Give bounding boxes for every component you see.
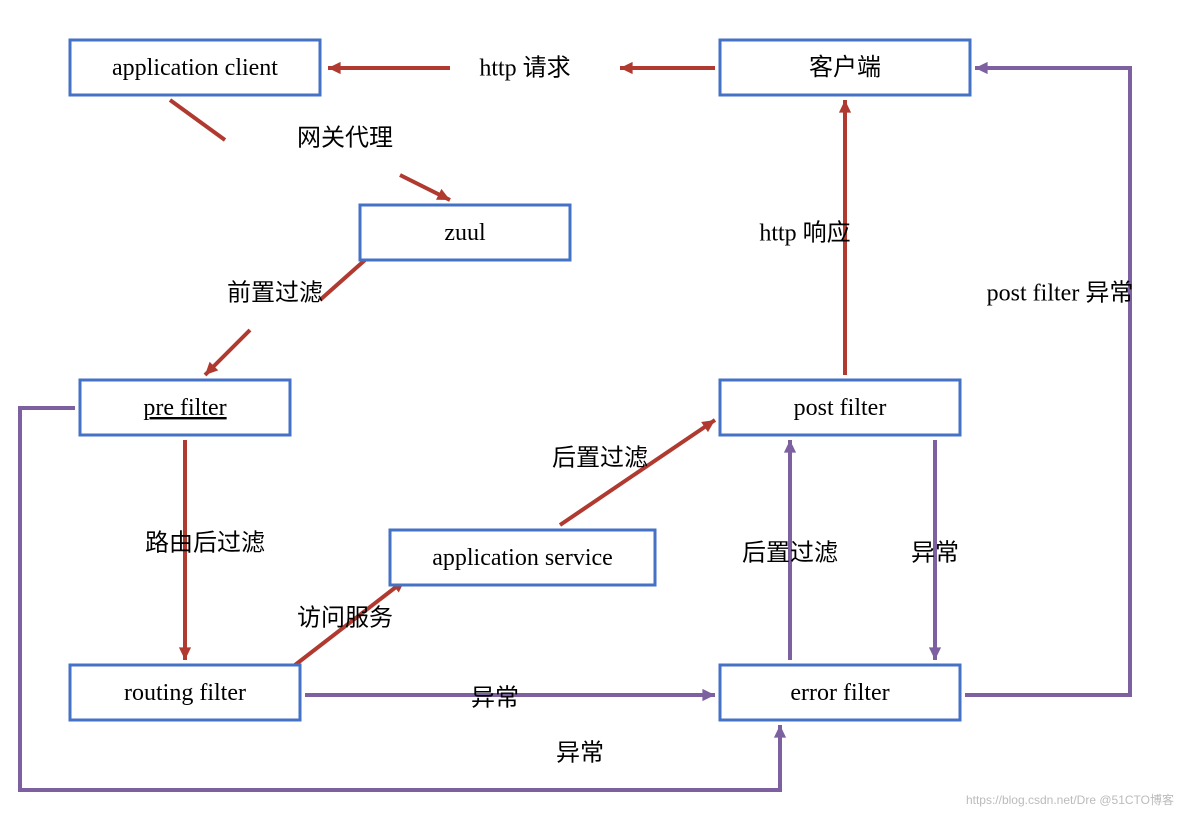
label-http_req: http 请求: [479, 55, 570, 82]
label-post_filter2: 后置过滤: [742, 540, 838, 567]
edge-error-right-up: [965, 68, 1130, 695]
node-label-zuul: zuul: [444, 220, 486, 246]
edge-prefilter-left-down: [20, 408, 780, 790]
node-label-app_service: application service: [432, 545, 613, 571]
label-exception3: 异常: [556, 740, 604, 767]
node-label-app_client: application client: [112, 55, 278, 81]
node-label-routing: routing filter: [124, 680, 246, 706]
label-gateway_proxy: 网关代理: [297, 125, 393, 152]
arrow-head-icon: [839, 100, 851, 113]
label-post_filter_lbl: 后置过滤: [552, 445, 648, 472]
node-label-post_filter: post filter: [794, 395, 887, 421]
label-visit_service: 访问服务: [297, 605, 393, 632]
edge-service-to-post: [560, 420, 715, 525]
label-exception2: 异常: [471, 685, 519, 712]
arrow-head-icon: [784, 440, 796, 453]
node-label-error_filter: error filter: [790, 680, 889, 706]
node-label-pre_filter: pre filter: [143, 395, 226, 421]
watermark: https://blog.csdn.net/Dre @51CTO博客: [966, 791, 1174, 808]
edge-appclient-to-zuul1: [170, 100, 225, 140]
edge-zuul-to-pre1: [320, 260, 365, 300]
arrow-head-icon: [774, 725, 786, 738]
label-exception1: 异常: [911, 540, 959, 567]
label-pre_filter_lbl: 前置过滤: [227, 280, 323, 307]
label-route_after: 路由后过滤: [145, 530, 265, 557]
arrow-head-icon: [328, 62, 341, 74]
arrow-head-icon: [702, 689, 715, 701]
arrow-head-icon: [929, 647, 941, 660]
arrow-head-icon: [975, 62, 988, 74]
arrow-head-icon: [179, 647, 191, 660]
label-post_filter_ex: post filter 异常: [987, 280, 1134, 307]
flow-diagram: application client 客户端 zuul pre filter post …: [0, 0, 1184, 814]
arrow-head-icon: [620, 62, 633, 74]
label-http_resp: http 响应: [759, 220, 850, 247]
node-label-client: 客户端: [809, 54, 881, 81]
